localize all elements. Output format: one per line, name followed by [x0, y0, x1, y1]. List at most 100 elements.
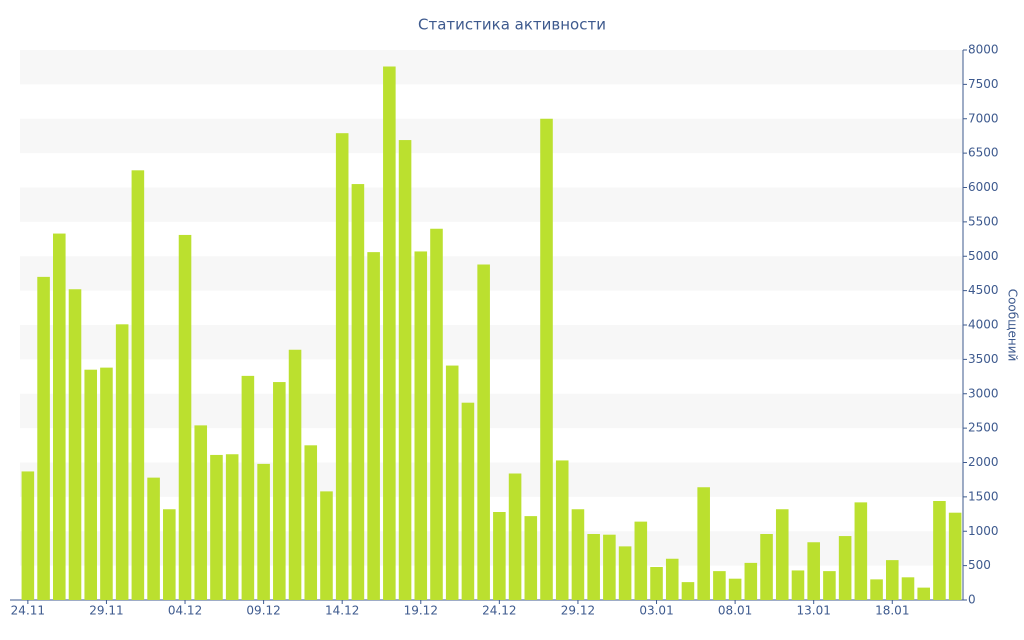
y-tick-label: 6000 [968, 180, 999, 194]
grid-band [20, 462, 963, 497]
y-tick-label: 6500 [968, 146, 999, 160]
grid-band [20, 118, 963, 154]
bar [194, 425, 208, 600]
x-tick-label: 29.11 [89, 604, 123, 618]
bar [273, 382, 286, 600]
bar [225, 454, 239, 600]
x-tick-label: 13.01 [797, 604, 831, 618]
x-tick-label: 09.12 [246, 604, 280, 618]
grid-band [20, 531, 963, 566]
y-tick-label: 0 [968, 593, 976, 607]
y-tick-label: 2500 [968, 421, 999, 435]
y-tick-label: 5500 [968, 214, 999, 228]
bar [84, 369, 98, 600]
grid-band [20, 187, 963, 222]
bar [634, 521, 648, 600]
bar [885, 560, 899, 600]
bar [288, 349, 302, 600]
y-tick-label: 4500 [968, 283, 999, 297]
x-tick-label: 04.12 [168, 604, 202, 618]
bar [445, 365, 459, 600]
bar [713, 571, 726, 600]
bar [854, 502, 868, 600]
x-tick-label: 24.11 [11, 604, 45, 618]
bar [760, 534, 773, 600]
y-tick-label: 2000 [968, 455, 999, 469]
y-tick-label: 500 [968, 558, 991, 572]
grid-band [20, 50, 963, 85]
y-tick-label: 1000 [968, 524, 999, 538]
grid-band [20, 393, 963, 429]
bar [807, 542, 820, 600]
bar [477, 264, 490, 600]
y-tick-label: 3000 [968, 386, 999, 400]
bar [650, 567, 663, 600]
bar [53, 233, 66, 600]
bar [430, 228, 443, 600]
bar [665, 558, 679, 600]
bar [335, 133, 349, 600]
grid-band [20, 256, 963, 291]
x-tick-label: 03.01 [639, 604, 673, 618]
bar [493, 512, 506, 600]
bar [508, 473, 522, 600]
bar [210, 454, 223, 600]
bar [618, 546, 632, 600]
x-tick-label: 19.12 [404, 604, 438, 618]
bar [100, 367, 113, 600]
bar [948, 512, 962, 600]
y-tick-label: 4000 [968, 318, 999, 332]
bar [775, 509, 789, 600]
bar [744, 562, 758, 600]
bar [603, 534, 616, 600]
y-axis-label: Сообщений [1006, 289, 1020, 362]
bar [838, 536, 852, 600]
bar [163, 509, 176, 600]
bar [68, 289, 82, 600]
bar [697, 487, 710, 600]
x-tick-label: 29.12 [561, 604, 595, 618]
y-tick-label: 5000 [968, 249, 999, 263]
x-tick-label: 24.12 [482, 604, 516, 618]
bar [524, 516, 538, 600]
bar [367, 252, 380, 600]
bar [901, 577, 915, 600]
bar [461, 402, 475, 600]
bar [555, 460, 569, 600]
bar [398, 140, 412, 600]
bar [681, 582, 695, 600]
bar [351, 184, 365, 600]
bar [870, 579, 883, 600]
bar [131, 170, 145, 600]
bar [147, 477, 160, 600]
x-tick-label: 08.01 [718, 604, 752, 618]
y-tick-label: 8000 [968, 43, 999, 57]
bar [37, 276, 50, 600]
bar [917, 587, 930, 600]
bar [540, 118, 553, 600]
bar [933, 501, 946, 600]
bar [383, 66, 396, 600]
x-tick-label: 14.12 [325, 604, 359, 618]
bar [791, 570, 805, 600]
bar [728, 578, 742, 600]
y-tick-label: 7000 [968, 111, 999, 125]
bar [587, 534, 600, 600]
bar [115, 324, 129, 600]
bar [257, 463, 270, 600]
bar [823, 571, 836, 600]
y-tick-label: 3500 [968, 352, 999, 366]
bar [320, 491, 333, 600]
bar [21, 471, 35, 600]
bar [571, 509, 585, 600]
y-tick-label: 1500 [968, 489, 999, 503]
bar [178, 234, 192, 600]
bar [241, 375, 255, 600]
chart-title: Статистика активности [418, 16, 606, 34]
bar [304, 445, 318, 600]
grid-band [20, 325, 963, 360]
x-tick-label: 18.01 [875, 604, 909, 618]
bar [414, 251, 428, 600]
